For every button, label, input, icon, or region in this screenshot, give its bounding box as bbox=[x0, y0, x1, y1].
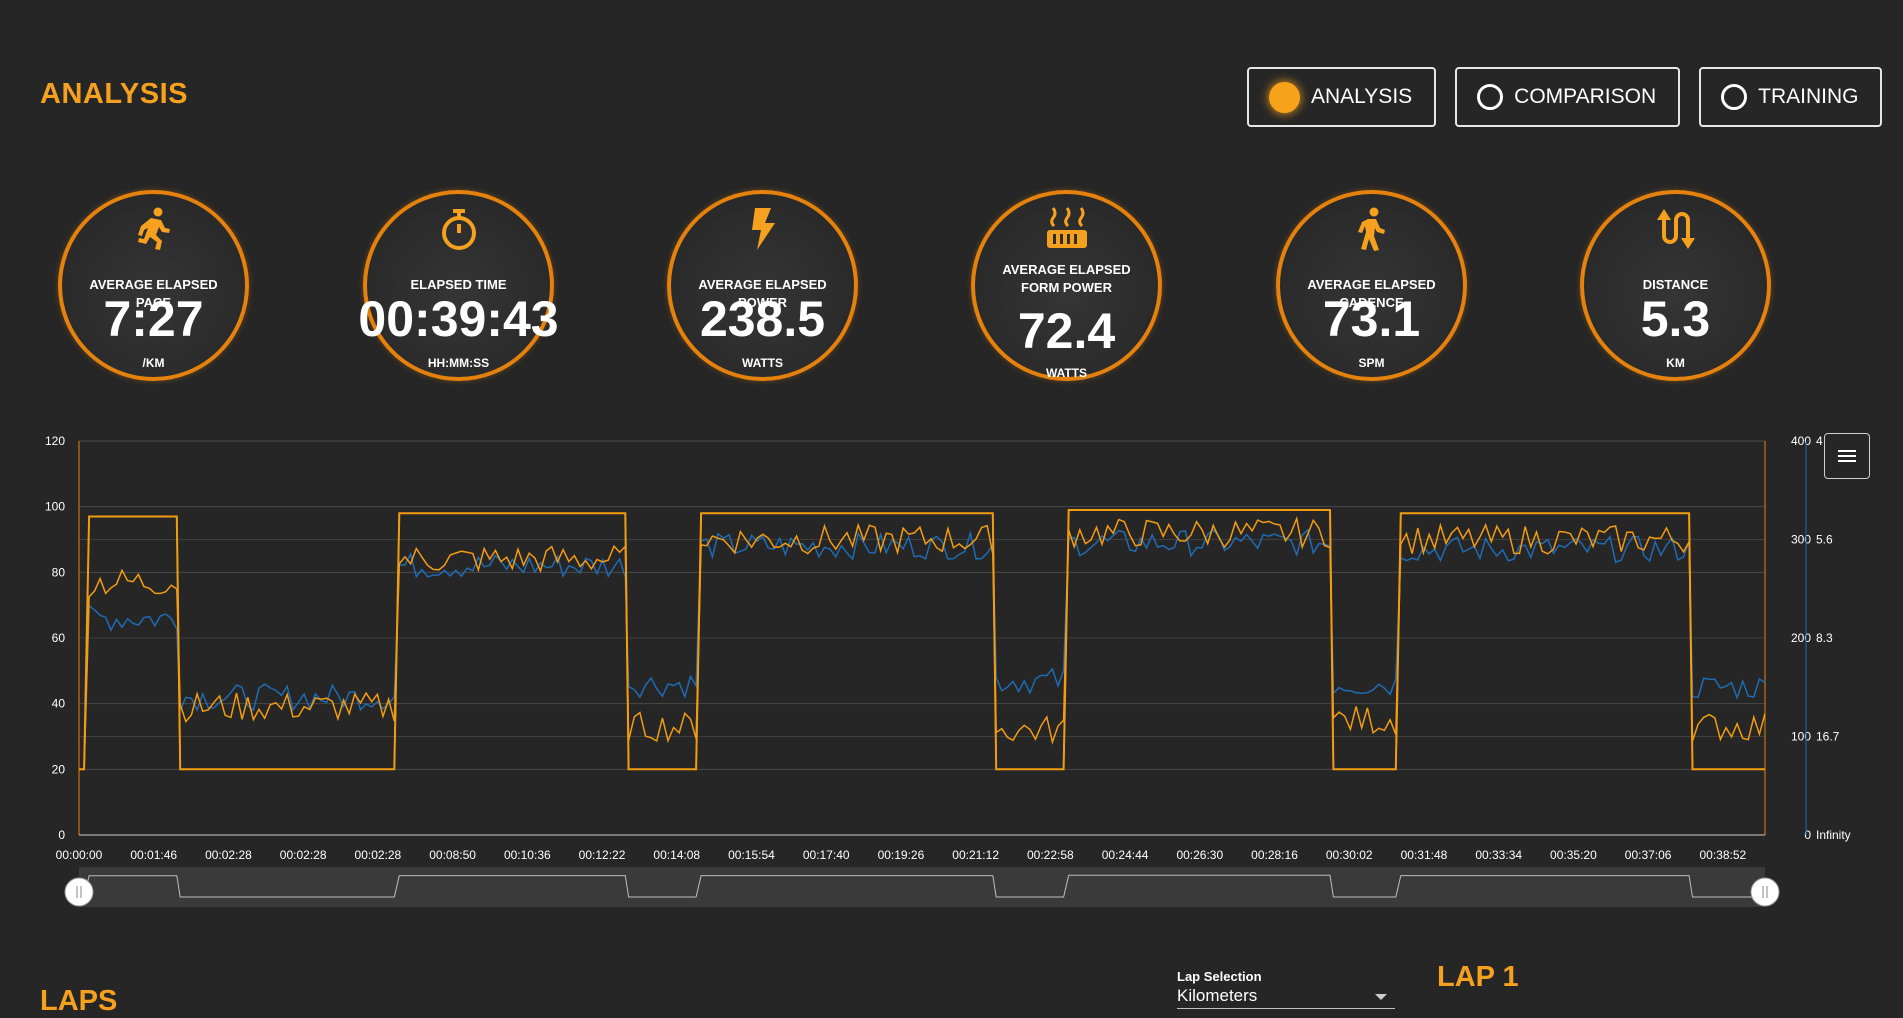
kpi-value: 00:39:43 bbox=[358, 291, 559, 347]
x-tick-label: 00:30:02 bbox=[1326, 848, 1373, 860]
chart-menu-button[interactable] bbox=[1824, 433, 1870, 479]
x-tick-label: 00:02:28 bbox=[280, 848, 327, 860]
chevron-down-icon bbox=[1375, 994, 1387, 1000]
x-tick-label: 00:02:28 bbox=[355, 848, 402, 860]
x-tick-label: 00:24:44 bbox=[1102, 848, 1149, 860]
x-tick-label: 00:33:34 bbox=[1475, 848, 1522, 860]
x-tick-label: 00:37:06 bbox=[1625, 848, 1672, 860]
x-tick-label: 00:28:16 bbox=[1251, 848, 1298, 860]
x-tick-label: 00:00:00 bbox=[56, 848, 103, 860]
kpi-value: 5.3 bbox=[1640, 291, 1711, 347]
x-tick-label: 00:26:30 bbox=[1176, 848, 1223, 860]
y-left-tick-label: 40 bbox=[52, 697, 66, 711]
kpi-unit: SPM bbox=[1358, 356, 1385, 370]
x-tick-label: 00:10:36 bbox=[504, 848, 551, 860]
mode-analysis-button[interactable]: ANALYSIS bbox=[1247, 67, 1437, 127]
lap-selection-label: Lap Selection bbox=[1177, 969, 1262, 984]
y-right-power-tick-label: 400 bbox=[1791, 434, 1811, 448]
series-line-orange bbox=[79, 515, 1766, 771]
y-right-pace-tick-label: 16.7 bbox=[1816, 730, 1840, 744]
activity-chart[interactable]: 0 20 40 60 80 100 120 0 100 200 300 400 Infinity 16.7… bbox=[0, 420, 1903, 860]
x-tick-label: 00:02:28 bbox=[205, 848, 252, 860]
y-right-power-tick-label: 200 bbox=[1791, 631, 1811, 645]
mode-analysis-label: ANALYSIS bbox=[1311, 85, 1413, 108]
y-right-power-tick-label: 300 bbox=[1791, 533, 1811, 547]
chart-navigator[interactable] bbox=[0, 865, 1903, 915]
kpi-unit: KM bbox=[1666, 356, 1685, 370]
kpi-unit: HH:MM:SS bbox=[427, 356, 490, 370]
kpi-average-power: AVERAGE ELAPSED POWER 238.5 WATTS bbox=[667, 190, 858, 381]
x-tick-label: 00:38:52 bbox=[1699, 848, 1746, 860]
kpi-value: 72.4 bbox=[1017, 303, 1116, 359]
mode-training-label: TRAINING bbox=[1758, 85, 1859, 108]
x-tick-label: 00:08:50 bbox=[429, 848, 476, 860]
kpi-distance: DISTANCE 5.3 KM bbox=[1580, 190, 1771, 381]
mode-comparison-label: COMPARISON bbox=[1514, 85, 1657, 108]
stopwatch-icon bbox=[367, 206, 550, 254]
form-power-icon bbox=[975, 206, 1158, 254]
walking-icon bbox=[1280, 206, 1463, 254]
navigator-handle-left[interactable] bbox=[64, 877, 94, 907]
kpi-unit: /KM bbox=[142, 356, 165, 370]
kpi-label: AVERAGE ELAPSED FORM POWER bbox=[1002, 262, 1131, 295]
x-tick-label: 00:35:20 bbox=[1550, 848, 1597, 860]
kpi-value: 73.1 bbox=[1322, 291, 1421, 347]
x-tick-label: 00:19:26 bbox=[878, 848, 925, 860]
y-left-tick-label: 20 bbox=[52, 762, 66, 776]
y-right-pace-tick-label: 5.6 bbox=[1816, 533, 1833, 547]
kpi-label: AVERAGE ELAPSED PACE bbox=[89, 277, 218, 310]
y-right-pace-tick-label: 4 bbox=[1816, 434, 1823, 448]
x-tick-label: 00:01:46 bbox=[130, 848, 177, 860]
y-left-tick-label: 100 bbox=[45, 500, 65, 514]
lap-selection-value: Kilometers bbox=[1177, 986, 1258, 1005]
kpi-label: AVERAGE ELAPSED CADENCE bbox=[1307, 277, 1436, 310]
hamburger-icon bbox=[1838, 450, 1856, 462]
y-right-power-tick-label: 100 bbox=[1791, 730, 1811, 744]
x-tick-label: 00:22:58 bbox=[1027, 848, 1074, 860]
mode-comparison-button[interactable]: COMPARISON bbox=[1455, 67, 1681, 127]
y-left-tick-label: 0 bbox=[58, 828, 65, 842]
navigator-range bbox=[79, 867, 1765, 907]
x-tick-label: 00:31:48 bbox=[1401, 848, 1448, 860]
y-left-tick-label: 120 bbox=[45, 434, 65, 448]
page-title: ANALYSIS bbox=[40, 78, 188, 110]
radio-selected-icon bbox=[1269, 81, 1300, 113]
mode-training-button[interactable]: TRAINING bbox=[1699, 67, 1883, 127]
distance-icon bbox=[1584, 206, 1767, 254]
x-tick-label: 00:17:40 bbox=[803, 848, 850, 860]
kpi-value: 7:27 bbox=[103, 291, 204, 347]
kpi-label: DISTANCE bbox=[1642, 277, 1709, 292]
kpi-unit: WATTS bbox=[741, 356, 784, 370]
lightning-icon bbox=[671, 206, 854, 254]
series-line-level bbox=[79, 509, 1765, 771]
y-left-tick-label: 60 bbox=[52, 631, 66, 645]
lap-title: LAP 1 bbox=[1437, 961, 1519, 993]
x-tick-label: 00:21:12 bbox=[952, 848, 999, 860]
lap-selection-dropdown[interactable]: Kilometers bbox=[1177, 986, 1395, 1009]
kpi-average-cadence: AVERAGE ELAPSED CADENCE 73.1 SPM bbox=[1276, 190, 1467, 381]
mode-selector: ANALYSIS COMPARISON TRAINING bbox=[1247, 67, 1883, 127]
x-tick-label: 00:14:08 bbox=[653, 848, 700, 860]
kpi-value: 238.5 bbox=[699, 291, 826, 347]
y-left-tick-label: 80 bbox=[52, 565, 66, 579]
navigator-handle-right[interactable] bbox=[1750, 877, 1780, 907]
kpi-label: AVERAGE ELAPSED POWER bbox=[698, 277, 827, 310]
x-tick-label: 00:15:54 bbox=[728, 848, 775, 860]
kpi-elapsed-time: ELAPSED TIME 00:39:43 HH:MM:SS bbox=[358, 190, 559, 381]
y-right-power-tick-label: 0 bbox=[1804, 828, 1811, 842]
navigator-line bbox=[79, 874, 1765, 898]
radio-unselected-icon bbox=[1721, 84, 1748, 110]
running-icon bbox=[62, 206, 245, 254]
y-right-pace-tick-label: 8.3 bbox=[1816, 631, 1833, 645]
kpi-unit: WATTS bbox=[1045, 366, 1088, 380]
y-right-pace-tick-label: Infinity bbox=[1816, 828, 1851, 842]
series-line-blue bbox=[79, 528, 1766, 771]
x-tick-label: 00:12:22 bbox=[579, 848, 626, 860]
kpi-average-form-power: AVERAGE ELAPSED FORM POWER 72.4 WATTS bbox=[971, 190, 1162, 381]
laps-title: LAPS bbox=[40, 985, 118, 1017]
kpi-label: ELAPSED TIME bbox=[410, 277, 507, 292]
kpi-average-pace: AVERAGE ELAPSED PACE 7:27 /KM bbox=[58, 190, 249, 381]
radio-unselected-icon bbox=[1477, 84, 1504, 110]
